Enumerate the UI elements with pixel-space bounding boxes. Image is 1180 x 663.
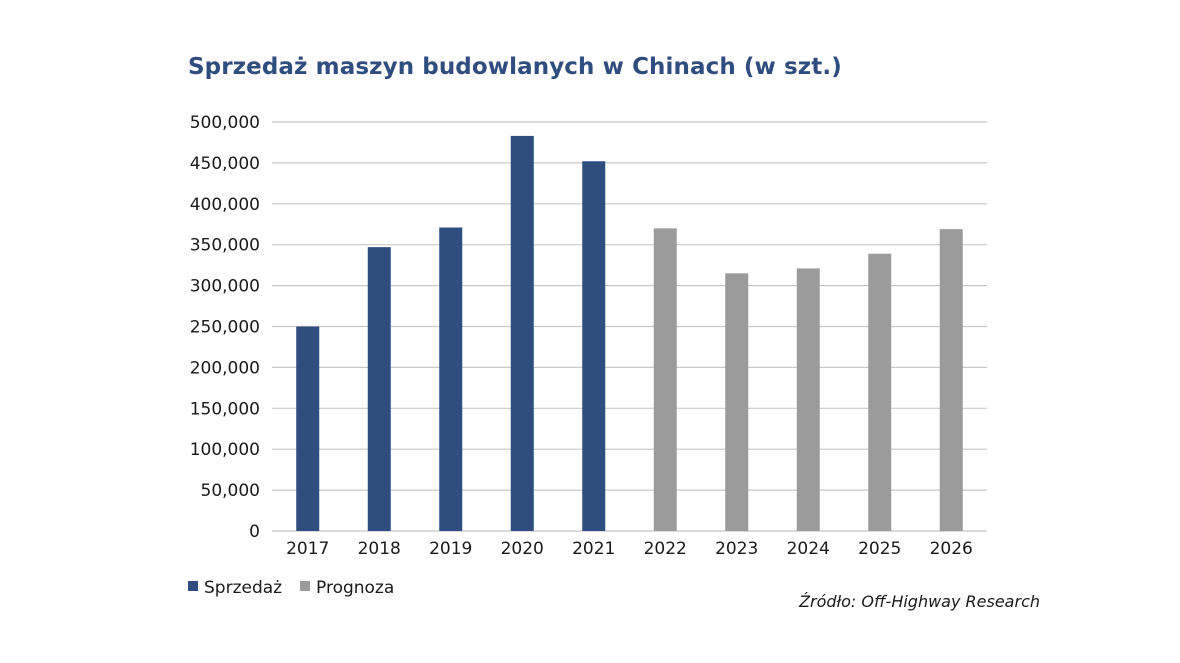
x-tick-label: 2026	[930, 539, 973, 559]
bar-sprzedaż-2021	[582, 161, 606, 531]
x-tick-label: 2025	[858, 539, 901, 559]
bar-prognoza-2023	[725, 273, 749, 531]
bar-sprzedaż-2020	[510, 135, 534, 531]
y-tick-label: 500,000	[190, 113, 260, 133]
y-tick-label: 450,000	[190, 154, 260, 174]
legend-swatch-sprzedaż	[188, 581, 198, 591]
x-tick-label: 2023	[715, 539, 758, 559]
y-tick-label: 0	[249, 522, 260, 542]
bar-prognoza-2025	[868, 253, 892, 531]
y-tick-label: 200,000	[190, 358, 260, 378]
legend-label-prognoza: Prognoza	[316, 578, 394, 598]
bar-sprzedaż-2017	[296, 326, 320, 531]
bar-sprzedaż-2019	[439, 227, 463, 531]
bar-prognoza-2026	[939, 229, 963, 531]
y-tick-label: 350,000	[190, 236, 260, 256]
gridlines	[272, 121, 987, 532]
y-tick-label: 400,000	[190, 195, 260, 215]
x-axis-tick-labels: 2017 2018 2019 2020 2021 2022 2023 2024 2025 2026	[286, 539, 973, 559]
legend-swatch-prognoza	[300, 581, 310, 591]
x-tick-label: 2017	[286, 539, 329, 559]
legend-label-sprzedaż: Sprzedaż	[204, 578, 282, 598]
legend: Sprzedaż Prognoza	[188, 578, 394, 598]
bar-prognoza-2022	[653, 228, 677, 531]
x-tick-label: 2024	[787, 539, 830, 559]
x-tick-label: 2019	[429, 539, 472, 559]
source-note: Źródło: Off-Highway Research	[799, 592, 1040, 611]
y-tick-label: 100,000	[190, 440, 260, 460]
y-tick-label: 50,000	[201, 481, 260, 501]
chart-title: Sprzedaż maszyn budowlanych w Chinach (w…	[188, 54, 842, 80]
x-tick-label: 2018	[358, 539, 401, 559]
bar-prognoza-2024	[796, 268, 820, 531]
x-tick-label: 2021	[572, 539, 615, 559]
y-tick-label: 250,000	[190, 318, 260, 338]
bar-sprzedaż-2018	[367, 247, 391, 532]
y-tick-label: 150,000	[190, 399, 260, 419]
y-axis-tick-labels: 0 50,000 100,000 150,000 200,000 250,000 300,0…	[190, 113, 260, 542]
bars	[296, 135, 963, 532]
x-tick-label: 2022	[644, 539, 687, 559]
y-tick-label: 300,000	[190, 277, 260, 297]
x-tick-label: 2020	[501, 539, 544, 559]
